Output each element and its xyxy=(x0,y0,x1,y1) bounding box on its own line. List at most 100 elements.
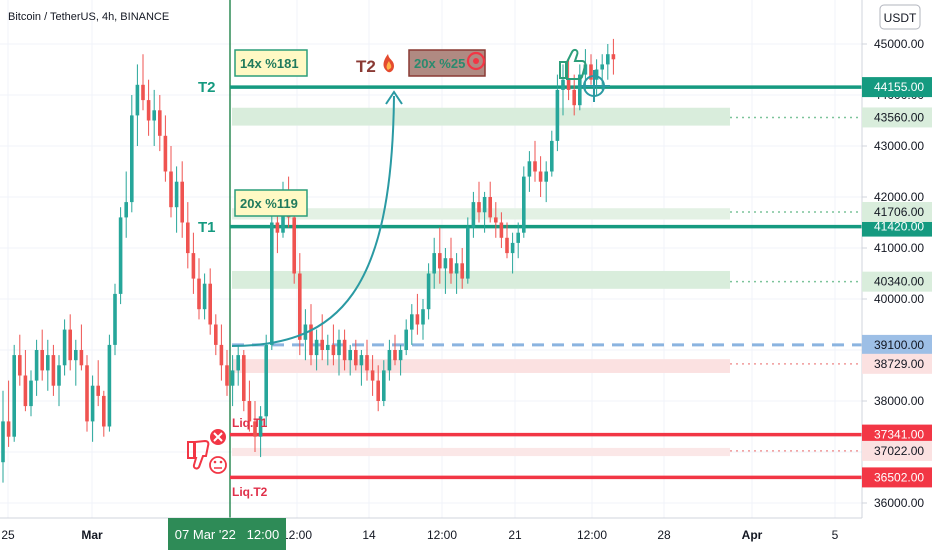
candle-body xyxy=(113,293,117,345)
candle-body xyxy=(404,329,408,350)
candle-body xyxy=(225,365,229,386)
candle-body xyxy=(415,314,420,325)
date-highlight-label: 07 Mar '22 12:00 xyxy=(175,527,279,542)
time-tick-label: 28 xyxy=(657,528,671,542)
candle-body xyxy=(594,69,599,80)
currency-button-label: USDT xyxy=(884,11,917,25)
price-tag-label: 37341.00 xyxy=(874,428,924,442)
candle-body xyxy=(393,350,397,361)
candle-body xyxy=(466,227,470,279)
currency-button[interactable]: USDT xyxy=(879,4,921,30)
candle-body xyxy=(46,355,50,371)
candle-body xyxy=(275,222,280,233)
candle-body xyxy=(550,140,554,172)
candle-body xyxy=(471,202,476,228)
candle-body xyxy=(34,350,39,381)
candle-body xyxy=(460,263,464,279)
candle-body xyxy=(398,350,403,361)
candles xyxy=(1,38,616,483)
candle-body xyxy=(230,370,235,386)
zone-price-label: 37022.00 xyxy=(874,444,924,458)
thumbs-up-icon xyxy=(559,48,587,80)
candle-body xyxy=(606,54,610,65)
price-tick-label: 41000.00 xyxy=(874,241,924,255)
candle-body xyxy=(208,283,212,325)
candle-body xyxy=(538,171,543,182)
zone-price-tag xyxy=(862,440,932,461)
candle-body xyxy=(202,283,207,310)
candle-body xyxy=(107,344,112,427)
candle-body xyxy=(421,309,425,325)
date-highlight-box xyxy=(168,518,286,550)
time-tick-label: 5 xyxy=(832,528,839,542)
projection-arrow-head xyxy=(385,90,403,105)
candle-body xyxy=(589,64,593,80)
candle-body xyxy=(454,263,459,274)
close-icon xyxy=(210,429,226,445)
candle-body xyxy=(146,100,151,121)
price-axis[interactable]: 45000.0044000.0043000.0042000.0041000.00… xyxy=(861,0,932,518)
candle-body xyxy=(270,222,274,345)
box-20x-t2: 20x %25 xyxy=(408,49,486,77)
label-liq-t1: Liq.T1 xyxy=(232,416,268,430)
price-zone xyxy=(232,107,730,126)
price-tick-label: 36000.00 xyxy=(874,496,924,510)
price-zone xyxy=(232,447,730,457)
candle-body xyxy=(152,110,156,121)
candle-body xyxy=(370,370,375,381)
candle-body xyxy=(191,253,196,279)
target-icon xyxy=(466,51,486,71)
candle-body xyxy=(169,171,173,208)
price-tick-label: 43000.00 xyxy=(874,139,924,153)
candle-body xyxy=(219,344,224,366)
candle-body xyxy=(40,350,44,371)
fire-icon xyxy=(383,54,394,73)
price-tick-label: 42000.00 xyxy=(874,190,924,204)
price-tag-t2 xyxy=(862,77,932,98)
candle-body xyxy=(600,64,604,70)
label-t2-side: T2 xyxy=(356,57,376,76)
zone-price-tag xyxy=(862,271,932,292)
price-tick-label: 45000.00 xyxy=(874,37,924,51)
candle-body xyxy=(387,350,392,371)
candle-body xyxy=(57,365,61,386)
candle-body xyxy=(292,217,296,274)
candle-body xyxy=(309,324,313,356)
candle-body xyxy=(74,350,78,361)
time-tick-label: Mar xyxy=(81,528,103,542)
candle-body xyxy=(102,395,106,427)
candle-body xyxy=(376,380,380,401)
time-tick-label: 21 xyxy=(508,528,522,542)
time-tick-label: Apr xyxy=(742,528,763,542)
zone-price-label: 41706.00 xyxy=(874,205,924,219)
box-20x-t1: 20x %119 xyxy=(234,189,308,217)
candle-body xyxy=(85,365,89,422)
thumbs-down-icon xyxy=(187,439,210,470)
zone-price-label: 40340.00 xyxy=(874,275,924,289)
candle-body xyxy=(298,273,302,340)
candle-body xyxy=(158,110,162,136)
zone-price-tag xyxy=(862,107,932,128)
symbol-title: Bitcoin / TetherUS, 4h, BINANCE xyxy=(8,11,169,23)
neutral-face-icon xyxy=(209,456,227,474)
candle-body xyxy=(555,89,560,141)
label-t2: T2 xyxy=(198,79,216,96)
candle-body xyxy=(494,217,498,223)
price-tag-label: 39100.00 xyxy=(874,338,924,352)
candle-body xyxy=(79,350,84,366)
price-tag-liq-t1 xyxy=(862,424,932,445)
candle-body xyxy=(382,370,386,401)
candle-body xyxy=(611,54,616,60)
price-tag-label: 44155.00 xyxy=(874,80,924,94)
candle-body xyxy=(522,176,526,233)
candle-body xyxy=(264,344,268,417)
levels xyxy=(230,85,862,480)
candle-body xyxy=(510,242,515,254)
candle-body xyxy=(426,273,431,310)
label-liq-t2: Liq.T2 xyxy=(232,485,268,499)
time-tick-label: 14 xyxy=(362,528,376,542)
box-14x-text: 14x %181 xyxy=(240,56,299,71)
